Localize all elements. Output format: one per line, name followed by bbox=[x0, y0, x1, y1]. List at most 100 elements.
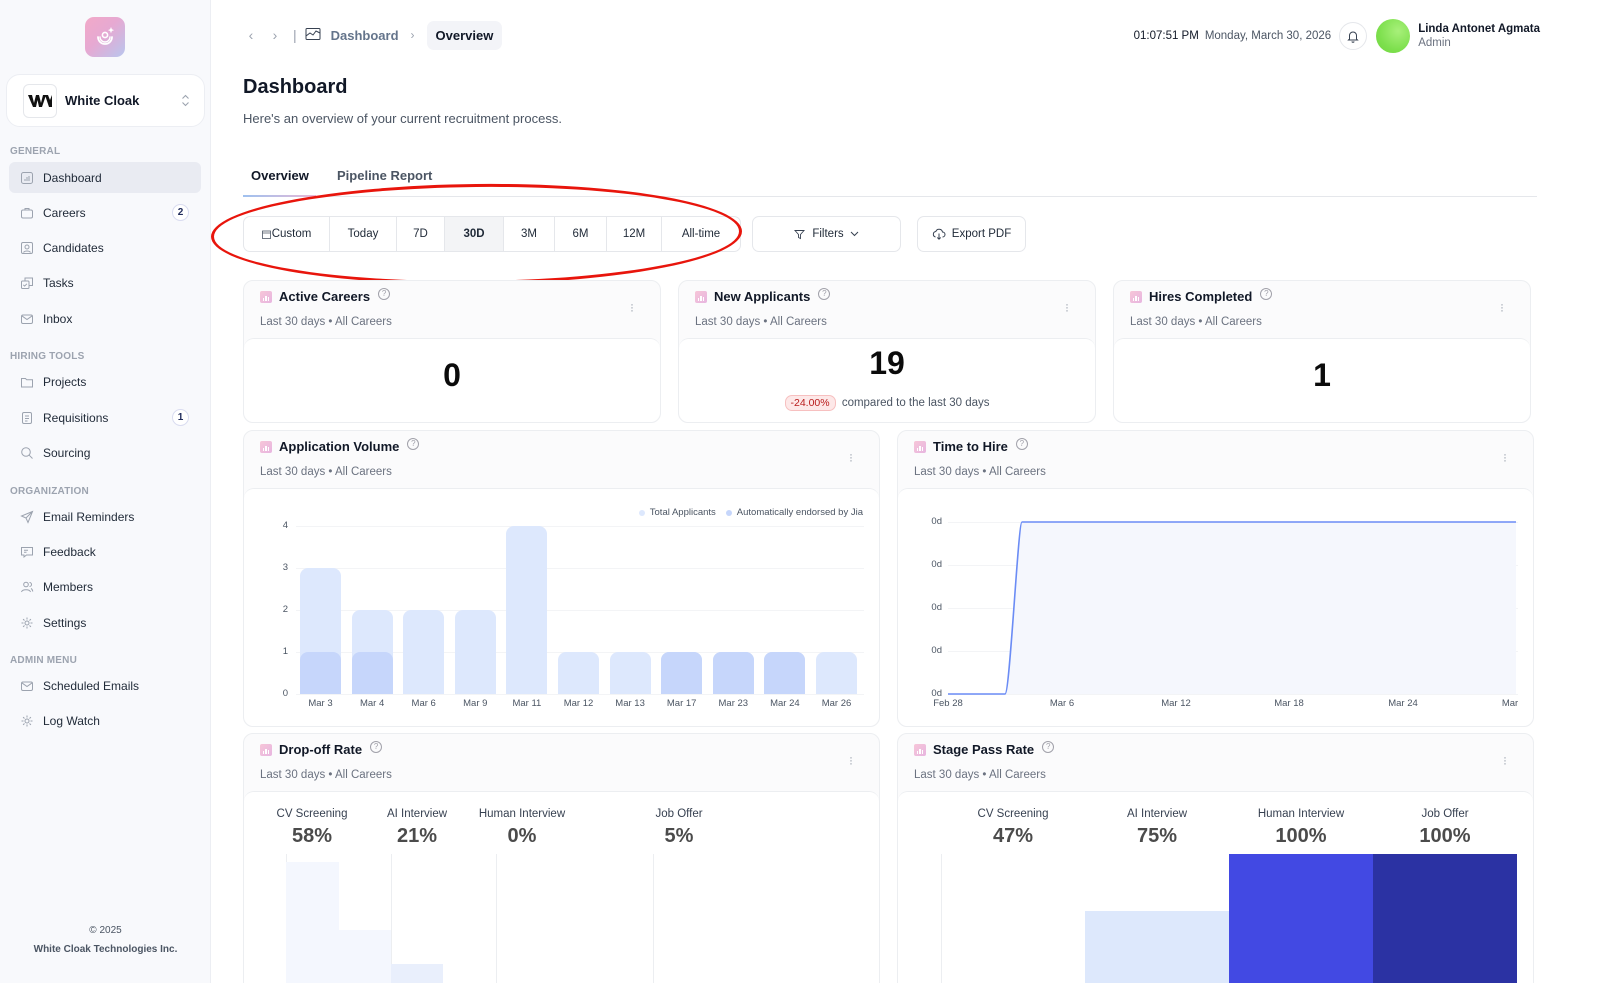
bar-auto-endorsed bbox=[712, 652, 754, 694]
section-title-organization: ORGANIZATION bbox=[10, 486, 89, 497]
gridline bbox=[296, 568, 864, 569]
stage-value: 47% bbox=[992, 825, 1034, 847]
filters-button[interactable]: Filters bbox=[752, 216, 901, 252]
x-axis-tick: Mar 6 bbox=[411, 698, 436, 709]
help-icon[interactable]: ? bbox=[1042, 740, 1055, 753]
footer-company: White Cloak Technologies Inc. bbox=[33, 944, 178, 955]
sidebar-item-label: Log Watch bbox=[43, 713, 100, 728]
card-subtitle: Last 30 days • All Careers bbox=[914, 466, 1046, 478]
stage-label: CV Screening bbox=[977, 808, 1049, 820]
sidebar-item-members[interactable]: Members bbox=[9, 571, 201, 602]
drop-off-chart: CV Screening 58% AI Interview 21% Human Inte… bbox=[244, 791, 879, 983]
stage-value: 58% bbox=[291, 825, 333, 847]
sidebar-item-careers[interactable]: Careers 2 bbox=[9, 197, 201, 228]
stage-pass-bar bbox=[1085, 911, 1229, 983]
section-title-hiring-tools: HIRING TOOLS bbox=[10, 351, 85, 362]
gear-icon bbox=[20, 714, 34, 728]
forward-arrow-icon[interactable]: › bbox=[272, 27, 278, 43]
x-axis-tick: Mar 13 bbox=[615, 698, 645, 709]
count-badge: 2 bbox=[172, 204, 189, 221]
stage-label: CV Screening bbox=[276, 808, 348, 820]
tab-pipeline-report[interactable]: Pipeline Report bbox=[337, 168, 433, 183]
mail-icon bbox=[20, 679, 34, 693]
bell-icon bbox=[1347, 31, 1359, 43]
help-icon[interactable]: ? bbox=[407, 437, 420, 450]
help-icon[interactable]: ? bbox=[370, 740, 383, 753]
filter-icon bbox=[794, 229, 806, 239]
back-arrow-icon[interactable]: ‹ bbox=[248, 27, 254, 43]
x-axis-tick: Mar 9 bbox=[463, 698, 488, 709]
sidebar-item-label: Careers bbox=[43, 205, 86, 220]
sidebar-item-candidates[interactable]: Candidates bbox=[9, 232, 201, 263]
more-options-icon[interactable]: · · · bbox=[630, 297, 634, 317]
sidebar-item-log-watch[interactable]: Log Watch bbox=[9, 705, 201, 736]
help-icon[interactable]: ? bbox=[378, 287, 391, 300]
sidebar-item-label: Sourcing bbox=[43, 445, 91, 460]
sidebar-item-projects[interactable]: Projects bbox=[9, 366, 201, 397]
card-title: Drop-off Rate bbox=[279, 742, 363, 757]
more-options-icon[interactable]: · · · bbox=[849, 750, 853, 770]
x-axis-tick: Mar 17 bbox=[666, 698, 697, 709]
x-axis-tick: Mar bbox=[1501, 698, 1519, 709]
breadcrumb-dashboard[interactable]: Dashboard bbox=[330, 27, 399, 43]
notifications-button[interactable] bbox=[1339, 22, 1368, 50]
legend-dot-endorsed bbox=[725, 509, 732, 516]
range-custom-button[interactable]: Custom bbox=[244, 217, 330, 251]
sidebar-item-label: Scheduled Emails bbox=[43, 678, 140, 693]
sidebar-item-tasks[interactable]: Tasks bbox=[9, 267, 201, 298]
gridline bbox=[296, 526, 864, 527]
range-30d-button[interactable]: 30D bbox=[445, 217, 504, 251]
range-7d-button[interactable]: 7D bbox=[397, 217, 445, 251]
more-options-icon[interactable]: · · · bbox=[849, 447, 853, 467]
chevron-up-down-icon bbox=[181, 94, 190, 107]
x-axis-tick: Mar 18 bbox=[1274, 698, 1304, 709]
export-label: Export PDF bbox=[951, 228, 1012, 240]
sidebar-item-label: Projects bbox=[43, 374, 87, 389]
user-info[interactable]: Linda Antonet Agmata Admin bbox=[1418, 23, 1540, 49]
sidebar-item-settings[interactable]: Settings bbox=[9, 607, 201, 638]
range-12m-button[interactable]: 12M bbox=[607, 217, 662, 251]
help-icon[interactable]: ? bbox=[818, 287, 831, 300]
calendar-icon bbox=[261, 230, 271, 239]
x-axis-tick: Mar 23 bbox=[718, 698, 749, 709]
y-axis-tick: 3 bbox=[282, 562, 288, 573]
stage-value: 100% bbox=[1419, 825, 1471, 847]
sidebar-item-feedback[interactable]: Feedback bbox=[9, 536, 201, 567]
help-icon[interactable]: ? bbox=[1260, 287, 1273, 300]
stage-value: 5% bbox=[664, 825, 694, 847]
more-options-icon[interactable]: · · · bbox=[1503, 447, 1507, 467]
stage-value: 75% bbox=[1136, 825, 1178, 847]
sidebar-item-inbox[interactable]: Inbox bbox=[9, 303, 201, 334]
sidebar-item-label: Requisitions bbox=[43, 410, 109, 425]
sidebar-item-scheduled-emails[interactable]: Scheduled Emails bbox=[9, 670, 201, 701]
tab-overview[interactable]: Overview bbox=[251, 168, 309, 183]
chart-icon bbox=[914, 440, 926, 453]
chart-icon bbox=[20, 171, 34, 185]
range-all-time-button[interactable]: All-time bbox=[681, 228, 721, 240]
sidebar-item-requisitions[interactable]: Requisitions 1 bbox=[9, 402, 201, 433]
help-icon[interactable]: ? bbox=[1015, 437, 1028, 450]
more-options-icon[interactable]: · · · bbox=[1065, 297, 1069, 317]
avatar[interactable] bbox=[1376, 19, 1411, 53]
more-options-icon[interactable]: · · · bbox=[1500, 297, 1504, 317]
range-3m-button[interactable]: 3M bbox=[504, 217, 555, 251]
org-switcher[interactable]: White Cloak bbox=[6, 74, 205, 127]
more-options-icon[interactable]: · · · bbox=[1503, 750, 1507, 770]
range-6m-button[interactable]: 6M bbox=[555, 217, 607, 251]
stage-label: AI Interview bbox=[1126, 808, 1188, 820]
stage-value: 100% bbox=[1275, 825, 1327, 847]
stage-pass-bar bbox=[1229, 854, 1373, 983]
app-logo[interactable] bbox=[85, 17, 125, 57]
new-applicants-card: New Applicants ? Last 30 days • All Care… bbox=[678, 280, 1096, 423]
export-pdf-button[interactable]: Export PDF bbox=[917, 216, 1026, 252]
sidebar-item-dashboard[interactable]: Dashboard bbox=[9, 162, 201, 193]
range-today-button[interactable]: Today bbox=[330, 217, 397, 251]
chart-icon bbox=[260, 440, 272, 453]
x-axis-tick: Mar 24 bbox=[770, 698, 800, 709]
sidebar-item-email-reminders[interactable]: Email Reminders bbox=[9, 501, 201, 532]
card-body: 0 bbox=[244, 338, 660, 422]
chart-icon bbox=[1130, 290, 1142, 303]
sidebar-item-sourcing[interactable]: Sourcing bbox=[9, 437, 201, 468]
footer-copyright: © 2025 bbox=[89, 925, 122, 936]
card-title: Stage Pass Rate bbox=[933, 742, 1035, 757]
